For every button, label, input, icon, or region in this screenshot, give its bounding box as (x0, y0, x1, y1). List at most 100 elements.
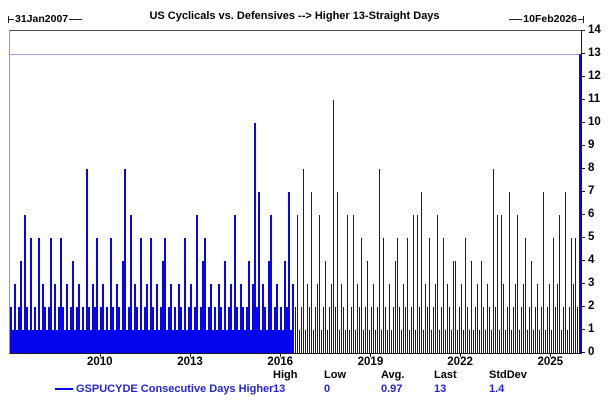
bar (194, 307, 196, 353)
bar (456, 330, 459, 353)
bar (228, 307, 230, 353)
bar (438, 330, 441, 353)
bar (50, 238, 52, 353)
bar (512, 307, 515, 353)
y-axis-label: 12 (588, 70, 601, 82)
bar (258, 192, 260, 353)
bar (100, 307, 102, 353)
bar (340, 284, 343, 353)
bar (474, 307, 477, 353)
bar (358, 307, 361, 353)
bar (86, 169, 88, 353)
bar (128, 307, 130, 353)
bar (68, 330, 70, 353)
plot-area (9, 30, 582, 354)
x-axis-label: 2010 (86, 356, 113, 368)
bar (462, 330, 465, 353)
x-axis-label: 2016 (267, 356, 294, 368)
bar (406, 238, 409, 353)
bar (114, 330, 116, 353)
bar (394, 261, 397, 353)
bar (144, 307, 146, 353)
bar (562, 307, 565, 353)
bar (516, 215, 519, 353)
bar (576, 307, 579, 353)
x-axis: 2010 2013 2016 2019 2022 2025 (9, 352, 580, 372)
bar (188, 307, 190, 353)
bar (82, 307, 84, 353)
bar (386, 330, 389, 353)
bar (579, 54, 581, 353)
bar (26, 307, 28, 353)
bar (154, 330, 156, 353)
bar (478, 330, 481, 353)
bar (490, 330, 493, 353)
y-axis-tick (581, 99, 585, 100)
bar (162, 261, 164, 353)
bar (272, 330, 274, 353)
bar (48, 307, 50, 353)
bar (256, 307, 258, 353)
bar (458, 307, 461, 353)
bar (104, 330, 106, 353)
bar (88, 307, 90, 353)
bar (40, 330, 42, 353)
bar (422, 330, 425, 353)
bar (336, 192, 339, 353)
bar (132, 330, 134, 353)
bar (12, 330, 14, 353)
stat-value-last: 13 (434, 383, 447, 395)
bar (496, 215, 499, 353)
bar (558, 215, 561, 353)
y-axis-tick (581, 352, 585, 353)
bar (76, 307, 78, 353)
bar (110, 238, 112, 353)
stat-header-high: High (273, 369, 298, 381)
y-axis-tick (581, 306, 585, 307)
bar (190, 284, 192, 353)
bar (78, 284, 80, 353)
bar (22, 330, 24, 353)
bar (46, 330, 48, 353)
bar (62, 307, 64, 353)
y-axis-label: 14 (588, 24, 601, 36)
bar (234, 215, 236, 353)
stat-value-avg: 0.97 (381, 383, 403, 395)
bar (156, 284, 158, 353)
bar (248, 261, 250, 353)
bar (552, 238, 555, 353)
legend: GSPUCYDE Consecutive Days Higher (55, 383, 273, 395)
bar (402, 284, 405, 353)
bar (528, 307, 531, 353)
bar (408, 330, 411, 353)
bar (414, 330, 417, 353)
bar (384, 307, 387, 353)
bar (302, 169, 304, 353)
bar (178, 284, 180, 353)
bar (486, 284, 489, 353)
bar (288, 192, 290, 353)
y-axis-tick (581, 260, 585, 261)
bar (304, 330, 307, 353)
bar (126, 330, 128, 353)
bar (524, 238, 527, 353)
bar (446, 284, 449, 353)
bar (70, 307, 72, 353)
bar (224, 261, 226, 353)
bar (374, 330, 377, 353)
bar (124, 169, 126, 353)
y-axis-label: 0 (588, 346, 595, 358)
bar (150, 238, 152, 353)
bar (564, 192, 567, 353)
bar (280, 307, 282, 353)
bar (396, 238, 399, 353)
bar (38, 238, 40, 353)
bar (510, 330, 513, 353)
y-axis-tick (581, 283, 585, 284)
bar (260, 330, 262, 353)
y-axis-label: 7 (588, 185, 595, 197)
bar (34, 307, 36, 353)
stat-header-low: Low (324, 369, 346, 381)
bar (444, 330, 447, 353)
bar (140, 238, 142, 353)
